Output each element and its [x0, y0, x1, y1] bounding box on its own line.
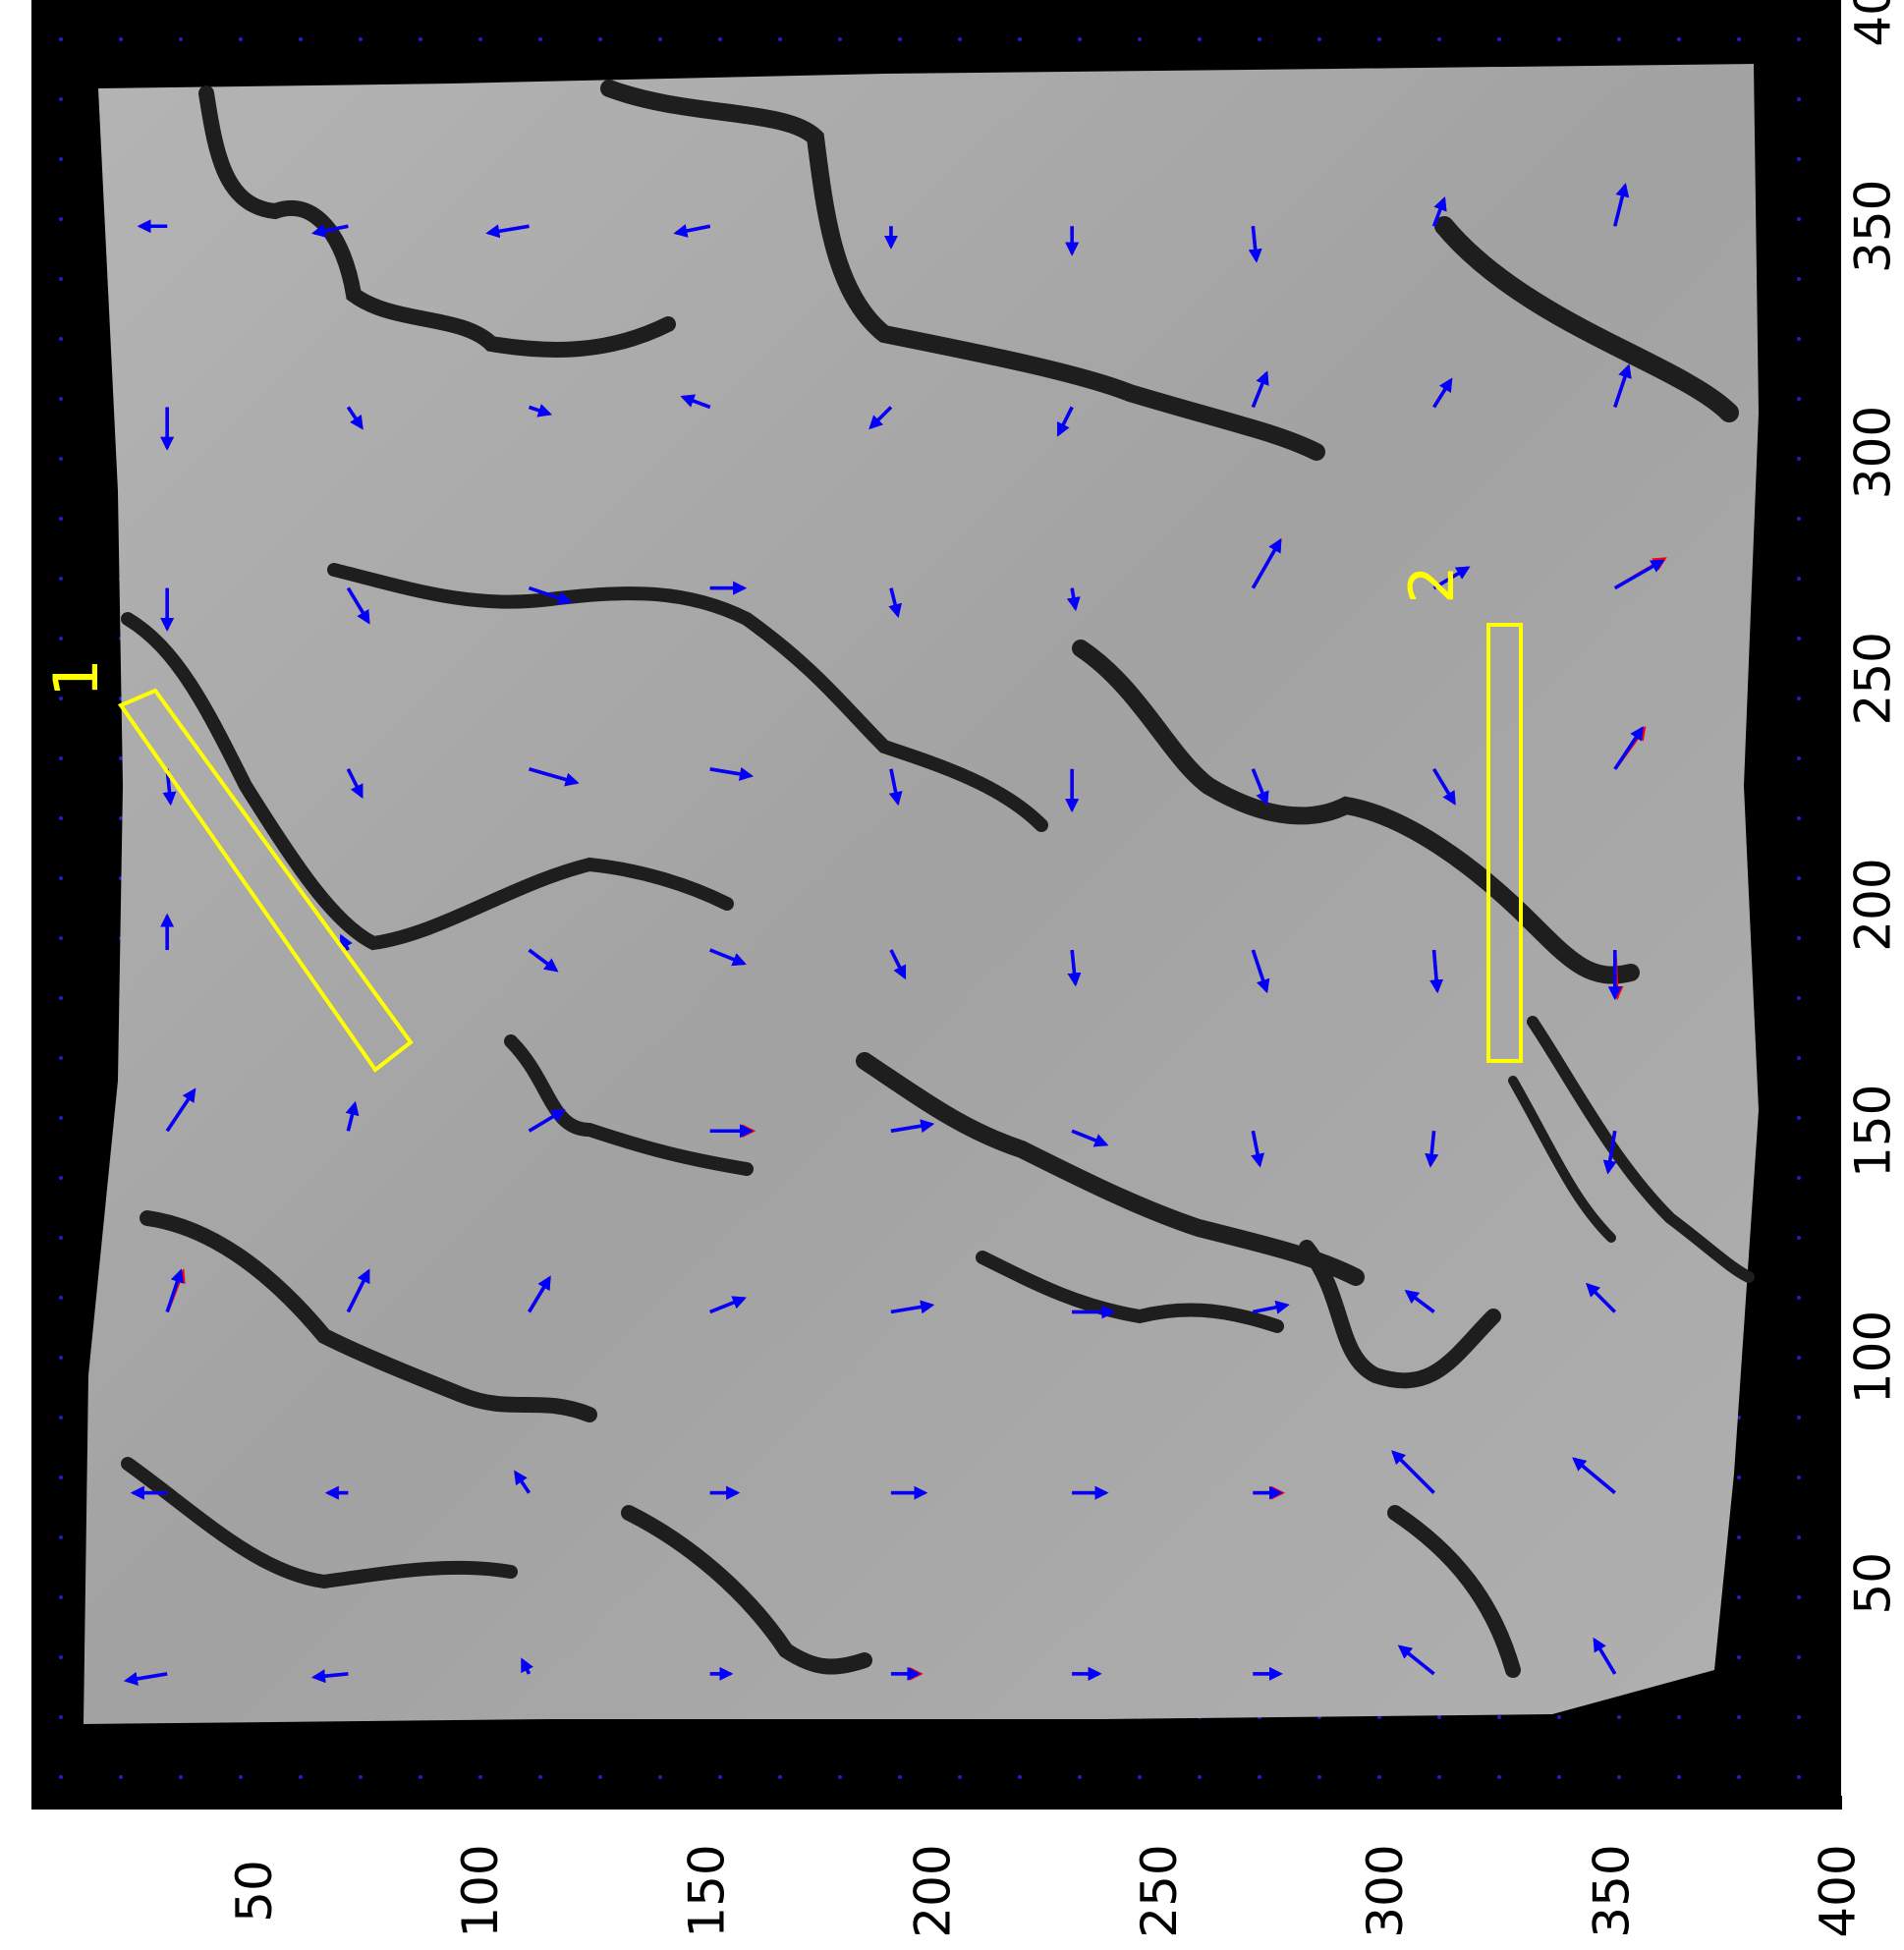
arrow — [1593, 1637, 1617, 1675]
arrow — [1613, 363, 1632, 409]
x-tick-label: 250 — [1131, 1844, 1188, 1937]
arrow — [1056, 406, 1074, 437]
arrow — [528, 1275, 551, 1313]
arrow — [485, 224, 530, 239]
arrow — [1251, 768, 1269, 806]
arrow — [1404, 1290, 1435, 1313]
arrow — [1431, 195, 1447, 227]
arrow — [1613, 726, 1644, 770]
arrow — [528, 404, 552, 418]
arrow — [1253, 1300, 1290, 1314]
arrow — [528, 948, 559, 973]
x-tick-label: 400 — [1810, 1844, 1867, 1937]
arrow — [346, 586, 370, 625]
y-tick-label: 300 — [1845, 406, 1902, 499]
arrow — [1613, 183, 1630, 227]
arrow — [311, 1669, 349, 1684]
x-tick-label: 350 — [1583, 1844, 1640, 1937]
arrow — [1432, 377, 1453, 409]
arrow — [888, 587, 902, 618]
arrow — [890, 1119, 935, 1134]
arrow — [1251, 949, 1270, 994]
arrow — [1251, 1130, 1264, 1168]
x-tick-label: 200 — [905, 1844, 962, 1937]
arrow — [889, 949, 907, 980]
x-tick-label: 50 — [226, 1860, 283, 1922]
arrow-layer — [123, 183, 1667, 1686]
annotation-box — [1486, 623, 1523, 1063]
y-tick-label: 150 — [1845, 1085, 1902, 1178]
annotation-boxes — [117, 623, 1523, 1073]
arrow — [1572, 1457, 1616, 1494]
y-tick-label: 400 — [1845, 0, 1902, 47]
arrow — [311, 224, 349, 238]
arrow — [1251, 537, 1282, 589]
arrow — [346, 406, 364, 430]
arrow — [514, 1470, 532, 1494]
arrow — [1586, 1282, 1616, 1313]
arrow — [1432, 566, 1471, 590]
arrow — [709, 767, 754, 781]
annotation-label: 2 — [1396, 565, 1468, 603]
x-tick-label: 100 — [452, 1844, 509, 1937]
arrow — [1613, 559, 1665, 590]
y-tick-label: 200 — [1845, 858, 1902, 951]
arrow — [1066, 587, 1081, 612]
arrow — [345, 1100, 360, 1132]
arrow — [1071, 1129, 1109, 1147]
arrow — [165, 1268, 185, 1313]
terrain-ridges — [121, 80, 1755, 1678]
y-tick-label: 50 — [1845, 1552, 1902, 1615]
arrow — [123, 1672, 168, 1686]
arrow — [709, 1296, 747, 1314]
x-tick-label: 150 — [678, 1844, 735, 1937]
annotation-box — [117, 688, 414, 1073]
arrow — [1397, 1644, 1435, 1676]
arrow — [1425, 1131, 1439, 1168]
arrow — [888, 768, 903, 807]
arrow — [709, 948, 747, 967]
arrow — [1391, 1450, 1435, 1494]
annotation-label: 1 — [40, 658, 112, 696]
arrow — [680, 394, 711, 410]
arrow — [1251, 370, 1269, 409]
y-tick-label: 350 — [1845, 180, 1902, 273]
arrow — [528, 585, 573, 605]
arrow — [1248, 226, 1262, 263]
y-tick-label: 100 — [1845, 1310, 1902, 1404]
x-tick-label: 300 — [1357, 1844, 1414, 1937]
axes: 50 100 150 200 250 300 350 400 50 100 150 200 250 300… — [226, 0, 1902, 1938]
arrow — [339, 933, 353, 951]
y-tick-label: 250 — [1845, 632, 1902, 725]
arrow — [1429, 949, 1444, 994]
arrow — [346, 768, 364, 799]
arrow — [1432, 767, 1456, 806]
arrow — [521, 1657, 533, 1675]
arrow — [528, 1109, 566, 1133]
arrow — [1067, 949, 1082, 987]
arrow — [673, 224, 711, 238]
arrow — [868, 406, 893, 430]
arrow — [165, 1087, 196, 1133]
arrow — [529, 767, 580, 787]
arrow — [346, 1268, 370, 1313]
arrow — [890, 1300, 935, 1314]
arrow — [1602, 1130, 1617, 1175]
